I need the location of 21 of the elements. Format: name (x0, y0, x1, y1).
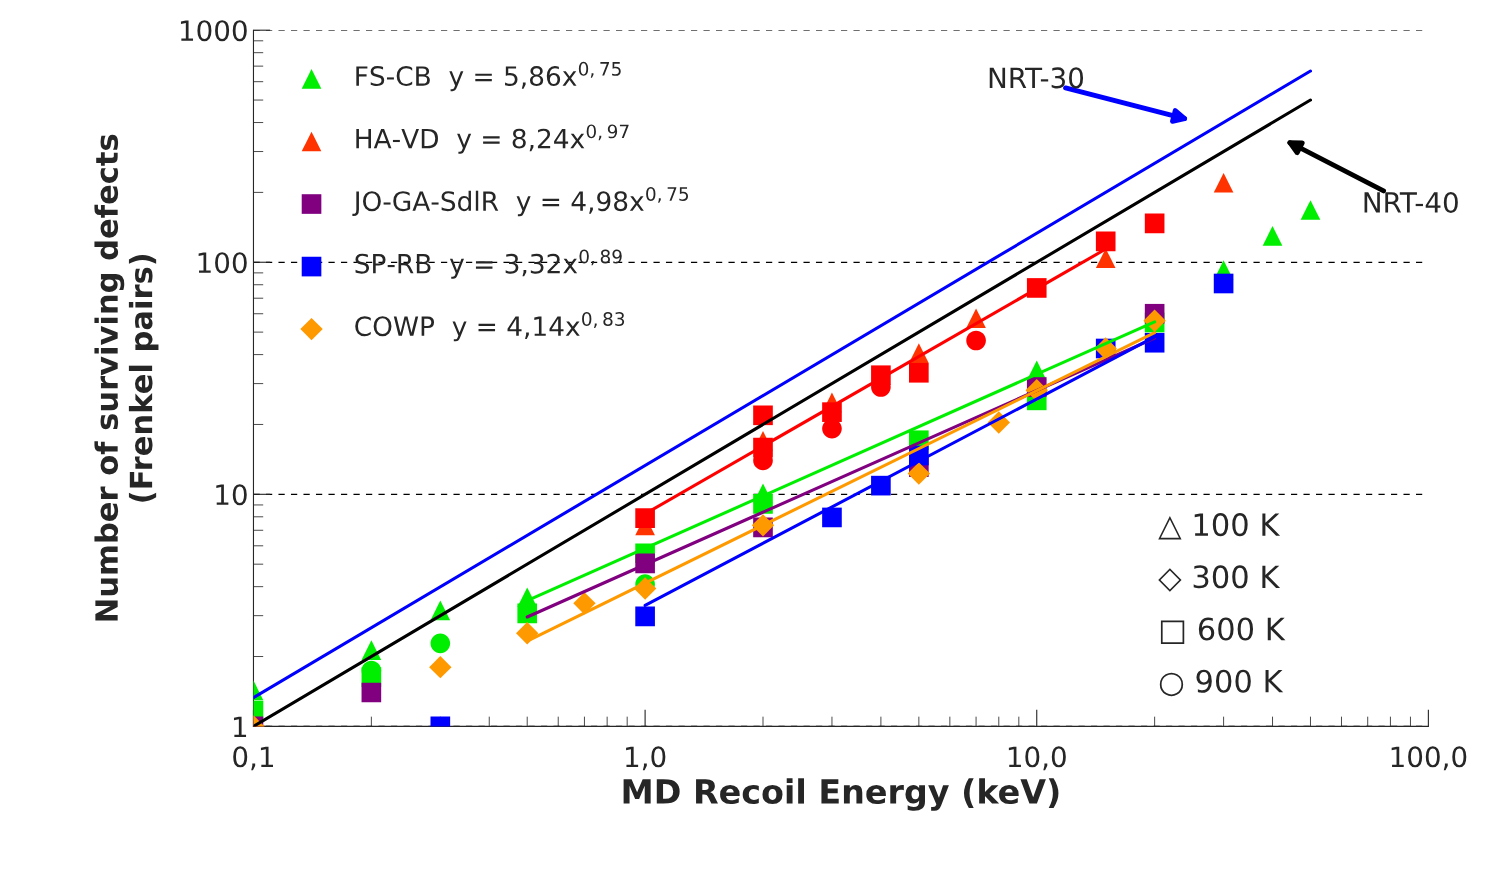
x-axis-title: MD Recoil Energy (keV) (623, 778, 1059, 811)
annotation: NRT-30 (989, 67, 1084, 89)
annotation: ○ 900 K (1159, 669, 1284, 697)
legend-label: JO-GA-SdlR y = 4,98x$^{0,75}$ (352, 186, 689, 217)
y-tick-label: 1 (233, 716, 247, 737)
y-axis-title: Number of surviving defects (Frenkel pairs) (94, 134, 159, 621)
x-tick-label: 0,1 (233, 746, 273, 771)
x-tick-label: 100,0 (1391, 746, 1467, 771)
y-tick-label: 10 (216, 484, 247, 506)
annotation: □ 600 K (1160, 617, 1286, 644)
x-tick-label: 10,0 (1008, 746, 1066, 771)
legend-label: COWP y = 4,14x$^{0,83}$ (355, 312, 625, 342)
y-tick-label: 100 (198, 252, 247, 274)
annotation: NRT-40 (1364, 191, 1458, 213)
legend-label: HA-VD y = 8,24x$^{0,97}$ (356, 124, 629, 154)
annotation: △ 100 K (1158, 513, 1281, 540)
annotation: ◇ 300 K (1158, 565, 1281, 592)
x-tick-label: 1,0 (626, 746, 666, 771)
legend-label: SP-RB y = 3,32x$^{0,89}$ (355, 249, 622, 279)
y-tick-label: 1000 (180, 20, 247, 42)
legend-label: FS-CB y = 5,86x$^{0,75}$ (356, 61, 621, 92)
